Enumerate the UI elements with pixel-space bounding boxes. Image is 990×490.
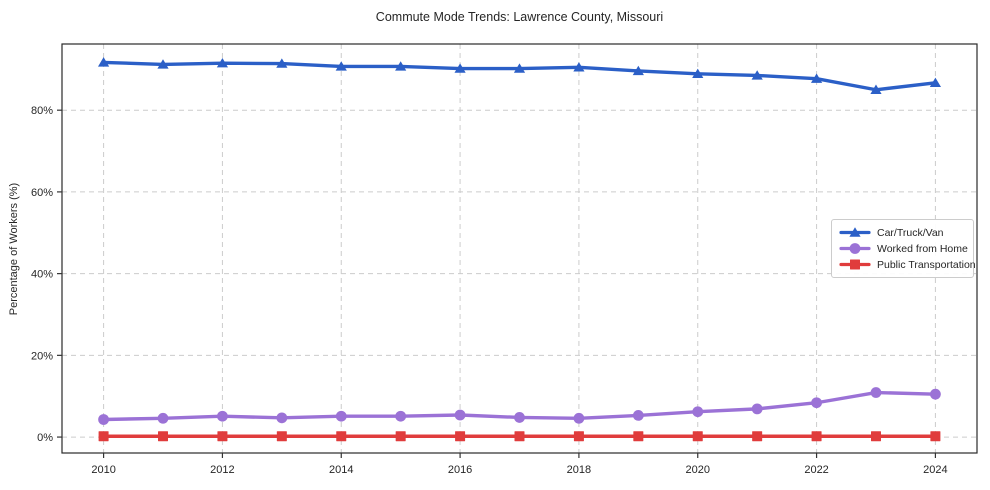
chart-title: Commute Mode Trends: Lawrence County, Mi… — [375, 10, 664, 24]
data-point-marker — [97, 57, 110, 67]
data-point-marker — [929, 77, 942, 88]
data-point-marker — [395, 410, 407, 422]
data-point-marker — [454, 409, 466, 421]
y-tick-label: 60% — [31, 187, 53, 199]
data-point-marker — [692, 68, 704, 79]
data-point-marker — [276, 431, 287, 442]
x-tick-label: 2016 — [448, 464, 472, 476]
x-tick-label: 2010 — [91, 464, 115, 476]
x-tick-label: 2014 — [329, 464, 353, 476]
data-point-marker — [276, 412, 288, 424]
data-point-marker — [930, 388, 941, 400]
x-tick-label: 2022 — [804, 464, 828, 476]
data-point-marker — [632, 65, 644, 76]
legend-label: Car/Truck/Van — [877, 226, 944, 239]
data-point-marker — [395, 61, 407, 71]
data-point-marker — [573, 62, 585, 72]
legend-item-public-transportation: Public Transportation — [839, 258, 976, 271]
series-worked-from-home — [98, 387, 941, 425]
legend-item-car-truck-van: Car/Truck/Van — [839, 226, 965, 239]
data-point-marker — [98, 414, 109, 425]
data-point-marker — [217, 431, 228, 442]
legend: Car/Truck/Van Worked from Home Public Tr… — [831, 219, 976, 278]
data-point-marker — [811, 431, 822, 442]
data-point-marker — [454, 63, 466, 73]
x-tick-label: 2020 — [686, 464, 710, 476]
data-point-marker — [455, 431, 466, 442]
data-point-marker — [751, 403, 763, 415]
y-tick-label: 0% — [37, 432, 53, 444]
data-point-marker — [276, 58, 288, 68]
data-point-marker — [98, 431, 109, 442]
data-point-marker — [870, 431, 881, 442]
y-tick-label: 40% — [31, 269, 53, 281]
legend-swatch-square-icon — [839, 259, 871, 270]
series-car-truck-van — [97, 57, 942, 94]
data-point-marker — [335, 61, 347, 71]
data-point-marker — [395, 431, 406, 442]
data-point-marker — [692, 406, 704, 418]
data-point-marker — [514, 431, 525, 442]
data-point-marker — [810, 73, 823, 83]
data-point-marker — [692, 431, 703, 442]
data-point-marker — [850, 259, 860, 270]
data-point-marker — [157, 412, 169, 424]
data-point-marker — [336, 431, 347, 442]
data-point-marker — [633, 431, 644, 442]
data-point-marker — [811, 397, 822, 409]
x-tick-label: 2012 — [210, 464, 234, 476]
y-tick-label: 20% — [31, 350, 53, 362]
x-tick-label: 2024 — [923, 464, 947, 476]
data-point-marker — [849, 227, 861, 237]
data-point-marker — [216, 58, 229, 68]
data-point-marker — [335, 410, 347, 422]
data-point-marker — [632, 410, 644, 421]
legend-swatch-triangle-icon — [839, 227, 871, 237]
legend-label: Worked from Home — [877, 242, 968, 255]
data-point-marker — [217, 410, 228, 422]
data-point-marker — [513, 63, 526, 73]
data-point-marker — [158, 431, 169, 442]
data-point-marker — [573, 412, 585, 424]
data-point-marker — [930, 431, 941, 442]
y-tick-label: 80% — [31, 105, 53, 117]
plot-border — [61, 43, 978, 454]
data-point-marker — [752, 431, 763, 442]
legend-item-worked-from-home: Worked from Home — [839, 242, 968, 255]
legend-label: Public Transportation — [877, 258, 976, 271]
data-point-marker — [514, 412, 525, 423]
data-point-marker — [573, 431, 584, 442]
data-point-marker — [849, 243, 861, 254]
x-tick-label: 2018 — [567, 464, 591, 476]
series-public-transportation — [98, 431, 941, 442]
data-point-marker — [870, 84, 882, 94]
data-point-marker — [751, 70, 763, 80]
data-point-marker — [870, 387, 882, 398]
legend-swatch-circle-icon — [839, 243, 871, 254]
data-point-marker — [157, 59, 169, 69]
